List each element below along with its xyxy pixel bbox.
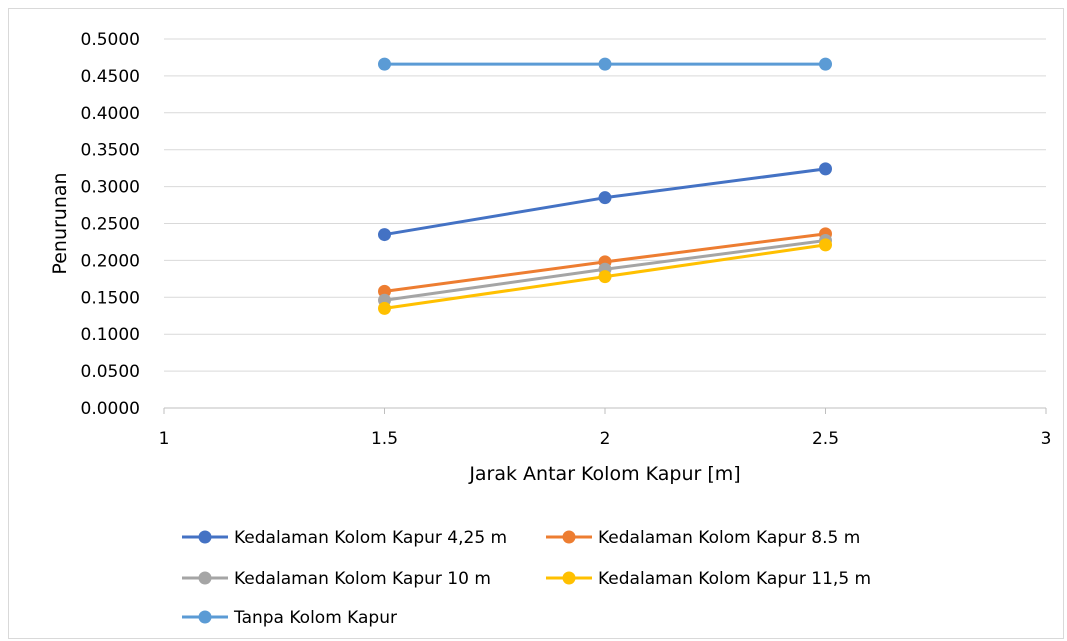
data-point bbox=[598, 191, 612, 205]
y-tick-label: 0.0000 bbox=[81, 399, 140, 419]
series-lines bbox=[378, 57, 832, 315]
y-tick-label: 0.1000 bbox=[81, 325, 140, 345]
y-tick-label: 0.4000 bbox=[81, 104, 140, 124]
y-tick-label: 0.4500 bbox=[81, 67, 140, 87]
x-tick-label: 1.5 bbox=[371, 429, 398, 449]
legend-marker bbox=[198, 530, 212, 544]
data-point bbox=[819, 162, 832, 176]
x-tick-label: 2 bbox=[600, 429, 611, 449]
data-point bbox=[378, 228, 391, 242]
tick-labels: 0.0000 0.0500 0.1000 0.1500 0.2000 0.2500 0.30… bbox=[81, 30, 1052, 449]
legend-label: Kedalaman Kolom Kapur 8.5 m bbox=[598, 528, 860, 548]
y-axis-title: Penurunan bbox=[49, 172, 71, 274]
y-tick-label: 0.1500 bbox=[81, 288, 140, 308]
legend-label: Kedalaman Kolom Kapur 4,25 m bbox=[234, 528, 507, 548]
legend-item: Kedalaman Kolom Kapur 11,5 m bbox=[546, 569, 871, 589]
x-tick-label: 3 bbox=[1041, 429, 1052, 449]
legend-label: Kedalaman Kolom Kapur 10 m bbox=[234, 569, 491, 589]
legend-item: Tanpa Kolom Kapur bbox=[182, 608, 397, 628]
y-tick-label: 0.2000 bbox=[81, 251, 140, 271]
y-tick-label: 0.5000 bbox=[81, 30, 140, 50]
y-tick-label: 0.3000 bbox=[81, 178, 140, 198]
x-tick-label: 1 bbox=[159, 429, 170, 449]
data-point bbox=[378, 57, 391, 71]
legend-marker bbox=[198, 571, 212, 585]
x-tick-label: 2.5 bbox=[812, 429, 839, 449]
data-point bbox=[819, 57, 832, 71]
legend-item: Kedalaman Kolom Kapur 10 m bbox=[182, 569, 491, 589]
legend-label: Kedalaman Kolom Kapur 11,5 m bbox=[598, 569, 871, 589]
y-tick-label: 0.2500 bbox=[81, 215, 140, 235]
y-tick-label: 0.3500 bbox=[81, 141, 140, 161]
data-point bbox=[378, 301, 391, 315]
legend-marker bbox=[198, 610, 212, 624]
data-point bbox=[598, 57, 612, 71]
legend-item: Kedalaman Kolom Kapur 4,25 m bbox=[182, 528, 507, 548]
legend: Kedalaman Kolom Kapur 4,25 m Kedalaman Ko… bbox=[182, 528, 871, 628]
gridlines bbox=[164, 38, 1046, 372]
x-axis-title: Jarak Antar Kolom Kapur [m] bbox=[468, 463, 740, 485]
legend-marker bbox=[562, 530, 576, 544]
data-point bbox=[819, 238, 832, 252]
legend-marker bbox=[562, 571, 576, 585]
data-point bbox=[598, 270, 612, 284]
y-tick-label: 0.0500 bbox=[81, 362, 140, 382]
legend-item: Kedalaman Kolom Kapur 8.5 m bbox=[546, 528, 860, 548]
axes bbox=[163, 407, 1047, 414]
legend-label: Tanpa Kolom Kapur bbox=[233, 608, 397, 628]
